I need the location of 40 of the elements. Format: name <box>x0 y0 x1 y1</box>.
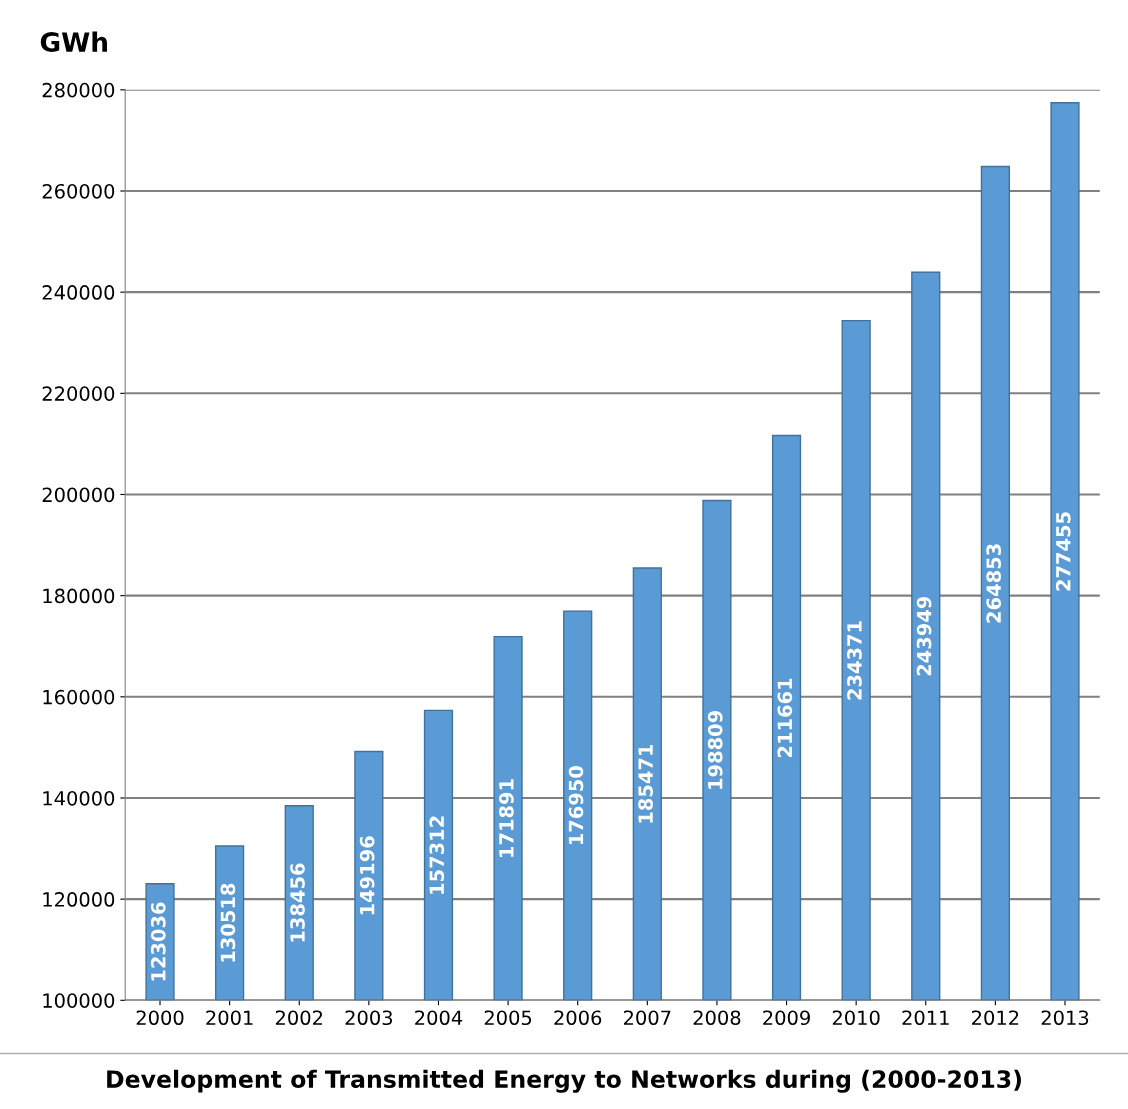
text: Development of Transmitted Energy to Networks during (2000-2013) <box>107 1069 1021 1093</box>
data-label: 138456 <box>290 863 305 942</box>
data-label: 234371 <box>847 621 862 700</box>
x-tick-label: 2010 <box>832 1010 880 1026</box>
y-tick-label: 160000 <box>43 689 115 705</box>
y-tick-label: 200000 <box>42 487 115 503</box>
x-tick-label: 2009 <box>763 1010 810 1026</box>
data-label: 130518 <box>220 883 236 962</box>
data-label: 149196 <box>359 836 375 915</box>
x-tick-label: 2002 <box>275 1010 323 1026</box>
y-tick-label: 260000 <box>42 183 115 199</box>
x-tick-label: 2006 <box>554 1010 602 1026</box>
data-label: 157312 <box>429 816 445 894</box>
y-tick-label: 120000 <box>43 892 115 907</box>
data-label: 176950 <box>568 766 584 845</box>
x-tick-label: 2007 <box>623 1010 671 1026</box>
x-tick-label: 2003 <box>345 1010 393 1026</box>
x-tick-label: 2011 <box>902 1010 949 1026</box>
x-tick-label: 2004 <box>415 1010 463 1026</box>
data-label: 211661 <box>777 678 793 757</box>
y-tick-label: 280000 <box>42 82 115 98</box>
x-tick-label: 2012 <box>972 1010 1019 1026</box>
x-tick-label: 2000 <box>136 1010 184 1026</box>
y-tick-label: 220000 <box>42 386 115 401</box>
y-axis-title: GWh <box>40 31 107 53</box>
data-label: 123036 <box>150 902 166 981</box>
data-label: 171891 <box>499 779 514 857</box>
data-label: 198809 <box>707 711 723 789</box>
data-label: 277455 <box>1055 512 1071 591</box>
data-label: 264853 <box>986 544 1002 623</box>
x-tick-label: 2001 <box>206 1010 253 1026</box>
data-label: 243949 <box>916 596 932 676</box>
y-tick-label: 180000 <box>43 588 115 604</box>
x-tick-label: 2013 <box>1041 1010 1089 1026</box>
y-tick-label: 240000 <box>42 285 115 300</box>
data-label: 185471 <box>638 744 653 823</box>
y-tick-label: 140000 <box>43 790 115 806</box>
y-tick-label: 100000 <box>43 993 115 1008</box>
x-tick-label: 2008 <box>693 1010 741 1026</box>
x-tick-label: 2005 <box>484 1010 532 1026</box>
